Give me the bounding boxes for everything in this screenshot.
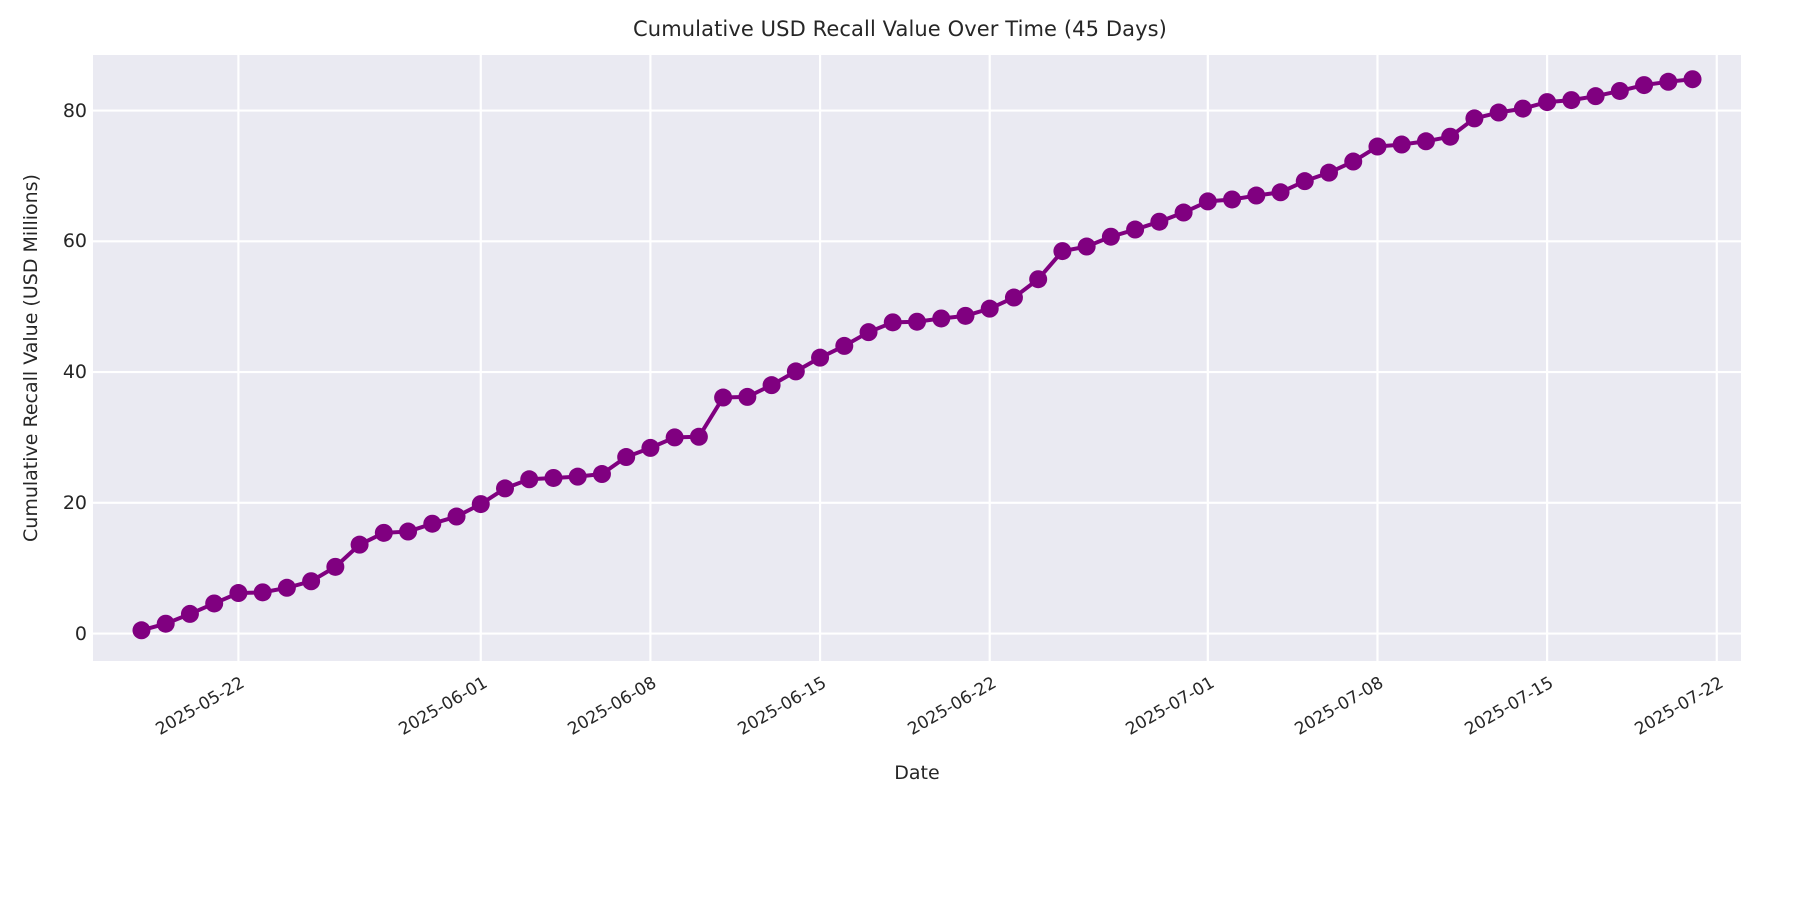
data-point bbox=[1126, 220, 1145, 239]
data-point bbox=[883, 313, 902, 332]
data-point bbox=[1562, 91, 1581, 110]
data-point bbox=[908, 312, 926, 331]
data-point bbox=[1271, 183, 1290, 202]
x-axis-tick-label: 2025-06-08 bbox=[564, 673, 661, 740]
data-point bbox=[1150, 212, 1169, 231]
y-axis-label: Cumulative Recall Value (USD Millions) bbox=[20, 174, 42, 542]
data-point bbox=[1223, 190, 1242, 209]
data-point bbox=[835, 336, 854, 355]
data-point bbox=[326, 557, 345, 576]
data-point bbox=[180, 604, 199, 623]
data-point bbox=[277, 578, 296, 597]
data-point bbox=[1441, 127, 1460, 146]
data-point bbox=[544, 468, 563, 487]
data-point bbox=[423, 514, 442, 533]
data-point bbox=[350, 535, 369, 554]
x-axis-tick-label: 2025-06-15 bbox=[734, 673, 831, 740]
series-line bbox=[139, 77, 1695, 633]
data-point bbox=[859, 323, 878, 342]
y-axis-tick-label: 80 bbox=[62, 99, 87, 122]
data-point bbox=[1489, 103, 1508, 122]
data-point bbox=[1101, 227, 1120, 246]
data-point bbox=[592, 465, 611, 484]
data-point bbox=[665, 428, 684, 447]
data-point bbox=[1538, 93, 1557, 112]
data-point bbox=[496, 479, 514, 498]
series-markers bbox=[132, 70, 1702, 640]
x-axis-tick-label: 2025-07-15 bbox=[1461, 673, 1558, 740]
vertical-gridlines bbox=[237, 55, 1718, 661]
data-point bbox=[568, 467, 587, 486]
data-point bbox=[689, 427, 708, 446]
data-point bbox=[1174, 203, 1193, 222]
data-point bbox=[156, 614, 175, 633]
data-point bbox=[714, 388, 733, 407]
data-point bbox=[811, 348, 830, 367]
y-axis-tick-label: 60 bbox=[62, 230, 87, 253]
data-point bbox=[1586, 87, 1605, 106]
x-axis-label: Date bbox=[894, 762, 940, 784]
data-point bbox=[302, 572, 321, 591]
data-point bbox=[132, 621, 151, 640]
data-point bbox=[1198, 192, 1217, 211]
data-point bbox=[1368, 137, 1387, 156]
data-point bbox=[1077, 237, 1096, 256]
plot-area bbox=[93, 55, 1741, 661]
data-point bbox=[374, 523, 393, 542]
data-point bbox=[786, 362, 805, 381]
data-point bbox=[471, 495, 490, 514]
data-point bbox=[1053, 242, 1072, 261]
y-axis-tick-label: 20 bbox=[62, 491, 87, 514]
data-point bbox=[641, 438, 660, 457]
data-point bbox=[1465, 109, 1484, 128]
x-axis-tick-label: 2025-07-08 bbox=[1291, 673, 1388, 740]
data-point bbox=[1392, 135, 1411, 154]
data-point bbox=[1344, 152, 1363, 171]
data-point bbox=[520, 470, 539, 489]
x-axis-tick-label: 2025-07-01 bbox=[1122, 673, 1218, 740]
data-point bbox=[1659, 72, 1678, 91]
data-point bbox=[1247, 186, 1266, 205]
data-point bbox=[1610, 81, 1629, 100]
data-point bbox=[205, 594, 224, 613]
data-point bbox=[253, 583, 272, 602]
data-point bbox=[1004, 288, 1023, 307]
data-point bbox=[956, 306, 975, 325]
chart-title: Cumulative USD Recall Value Over Time (4… bbox=[633, 17, 1167, 41]
data-point bbox=[738, 387, 757, 406]
data-point bbox=[447, 507, 466, 526]
x-axis-tick-label: 2025-06-01 bbox=[395, 673, 491, 740]
data-point bbox=[1635, 76, 1654, 95]
data-point bbox=[1416, 132, 1435, 151]
horizontal-gridlines bbox=[93, 109, 1741, 635]
data-point bbox=[1029, 270, 1048, 289]
y-axis-tick-label: 40 bbox=[62, 361, 87, 384]
y-axis-tick-label: 0 bbox=[74, 622, 87, 645]
data-point bbox=[399, 522, 418, 541]
data-point bbox=[617, 448, 636, 467]
data-point bbox=[932, 309, 951, 328]
data-point bbox=[762, 376, 781, 395]
data-point bbox=[1295, 172, 1314, 191]
data-point bbox=[229, 584, 248, 603]
x-axis-tick-label: 2025-05-22 bbox=[152, 673, 249, 740]
data-point bbox=[1513, 99, 1532, 118]
data-point bbox=[1320, 163, 1338, 182]
line-chart-svg bbox=[93, 55, 1741, 661]
data-point bbox=[980, 299, 999, 318]
x-axis-tick-label: 2025-07-22 bbox=[1631, 673, 1727, 740]
data-point bbox=[1683, 70, 1702, 89]
